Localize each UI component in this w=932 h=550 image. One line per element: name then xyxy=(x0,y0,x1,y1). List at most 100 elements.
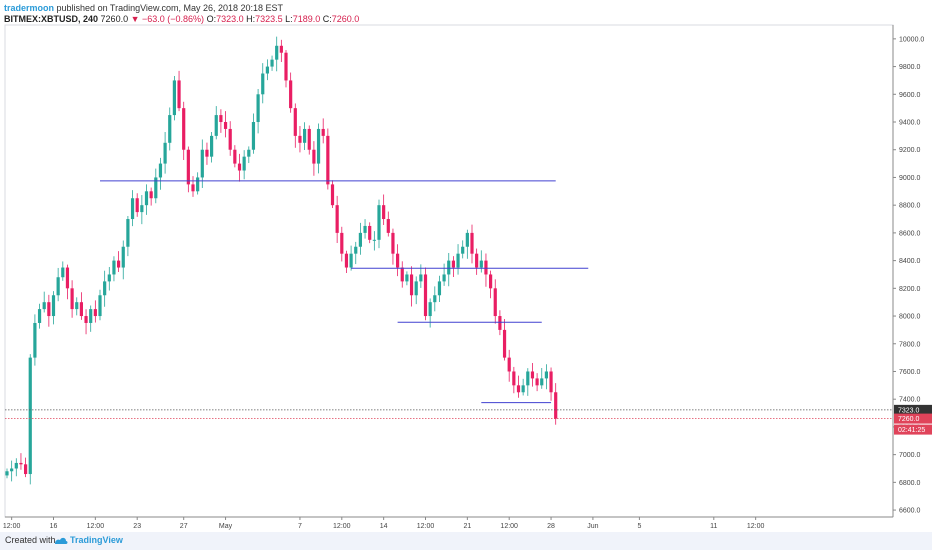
candle-body xyxy=(312,149,316,164)
y-tick-label: 9200.0 xyxy=(899,147,921,154)
candle-body xyxy=(386,219,390,233)
candle-body xyxy=(303,128,307,143)
candle-body xyxy=(363,225,367,233)
low-label: L: xyxy=(285,14,293,24)
candle-body xyxy=(75,302,79,310)
candle-body xyxy=(251,122,256,150)
candle-body xyxy=(340,232,344,254)
candle-body xyxy=(437,281,442,296)
price-label-text: 7323.0 xyxy=(898,407,920,414)
x-tick-label: May xyxy=(219,523,233,530)
candle-body xyxy=(447,260,451,275)
countdown-box xyxy=(894,424,932,435)
candle-body xyxy=(219,115,223,123)
low-value: 7189.0 xyxy=(292,14,321,24)
y-tick-label: 7000.0 xyxy=(899,452,921,459)
candle-body xyxy=(423,274,428,317)
candle-body xyxy=(354,246,358,254)
candle-body xyxy=(428,302,432,317)
close-value: 7260.0 xyxy=(331,14,360,24)
candle-body xyxy=(284,52,288,81)
countdown-text: 02:41:25 xyxy=(898,427,925,434)
y-tick-label: 10000.0 xyxy=(899,36,924,43)
y-tick-label: 6800.0 xyxy=(899,480,921,487)
y-tick-label: 9000.0 xyxy=(899,175,921,182)
candle-body xyxy=(33,322,37,358)
y-tick-label: 6600.0 xyxy=(899,508,921,515)
candle-body xyxy=(70,288,74,310)
candle-body xyxy=(14,462,18,469)
y-tick-label: 7800.0 xyxy=(899,341,921,348)
candle-body xyxy=(182,108,186,150)
candle-body xyxy=(484,260,488,275)
candle-body xyxy=(135,198,139,213)
tradingview-brand[interactable]: TradingView xyxy=(70,535,123,545)
x-tick-label: 12:00 xyxy=(87,523,105,530)
x-tick-label: 7 xyxy=(298,523,302,530)
candle-body xyxy=(512,371,516,386)
candle-body xyxy=(507,357,511,372)
x-tick-label: 14 xyxy=(380,523,388,530)
candle-body xyxy=(256,94,260,123)
candle-body xyxy=(349,253,353,268)
candle-body xyxy=(163,142,167,164)
y-tick-label: 8800.0 xyxy=(899,203,921,210)
x-tick-label: 16 xyxy=(50,523,58,530)
candle-body xyxy=(84,316,88,323)
published-text: published on TradingView.com, May 26, 20… xyxy=(56,3,284,13)
candle-body xyxy=(316,128,321,164)
created-with-text: Created with xyxy=(5,535,56,545)
y-tick-label: 9800.0 xyxy=(899,64,921,71)
candle-body xyxy=(61,267,65,278)
y-tick-label: 8200.0 xyxy=(899,286,921,293)
candle-body xyxy=(168,115,172,143)
candle-body xyxy=(298,135,302,143)
close-label: C: xyxy=(322,14,332,24)
candle-body xyxy=(279,45,283,53)
candle-body xyxy=(358,232,362,247)
candle-body xyxy=(154,177,158,199)
candle-body xyxy=(265,66,269,74)
candle-body xyxy=(112,260,116,275)
candle-body xyxy=(554,392,558,419)
y-tick-label: 9400.0 xyxy=(899,120,921,127)
candle-body xyxy=(535,378,539,386)
candle-body xyxy=(516,385,521,393)
candle-body xyxy=(93,309,97,317)
candle-body xyxy=(149,191,153,199)
candle-body xyxy=(172,80,176,116)
last-price: 7260.0 xyxy=(100,14,129,24)
x-tick-label: 12:00 xyxy=(747,523,765,530)
candle-body xyxy=(344,253,349,268)
candle-body xyxy=(382,205,386,220)
symbol-name: BITMEX:XBTUSD, 240 xyxy=(4,14,99,24)
candle-body xyxy=(237,163,242,171)
candle-body xyxy=(103,281,107,296)
candle-body xyxy=(461,246,465,254)
candle-body xyxy=(493,288,497,317)
candle-body xyxy=(140,205,144,213)
price-chart[interactable]: 6600.06800.07000.07200.07400.07600.07800… xyxy=(0,0,932,532)
candle-body xyxy=(451,260,455,268)
candle-body xyxy=(396,253,400,268)
candle-body xyxy=(247,149,251,157)
author-name[interactable]: tradermoon xyxy=(4,3,55,13)
candle-body xyxy=(158,163,163,178)
price-label-text: 7260.0 xyxy=(898,416,920,423)
candle-body xyxy=(409,274,414,296)
candle-body xyxy=(51,295,56,317)
candle-body xyxy=(275,45,279,60)
candle-body xyxy=(228,128,232,150)
candle-body xyxy=(330,184,335,206)
x-tick-label: Jun xyxy=(587,523,598,530)
candle-body xyxy=(47,302,51,317)
open-value: 7323.0 xyxy=(216,14,244,24)
candle-body xyxy=(526,371,530,386)
candle-body xyxy=(307,128,311,150)
publish-header: tradermoon published on TradingView.com,… xyxy=(4,2,283,14)
candle-body xyxy=(521,385,525,393)
candle-body xyxy=(5,471,9,476)
candle-body xyxy=(117,260,121,268)
candle-body xyxy=(335,205,339,233)
candle-body xyxy=(126,219,130,247)
